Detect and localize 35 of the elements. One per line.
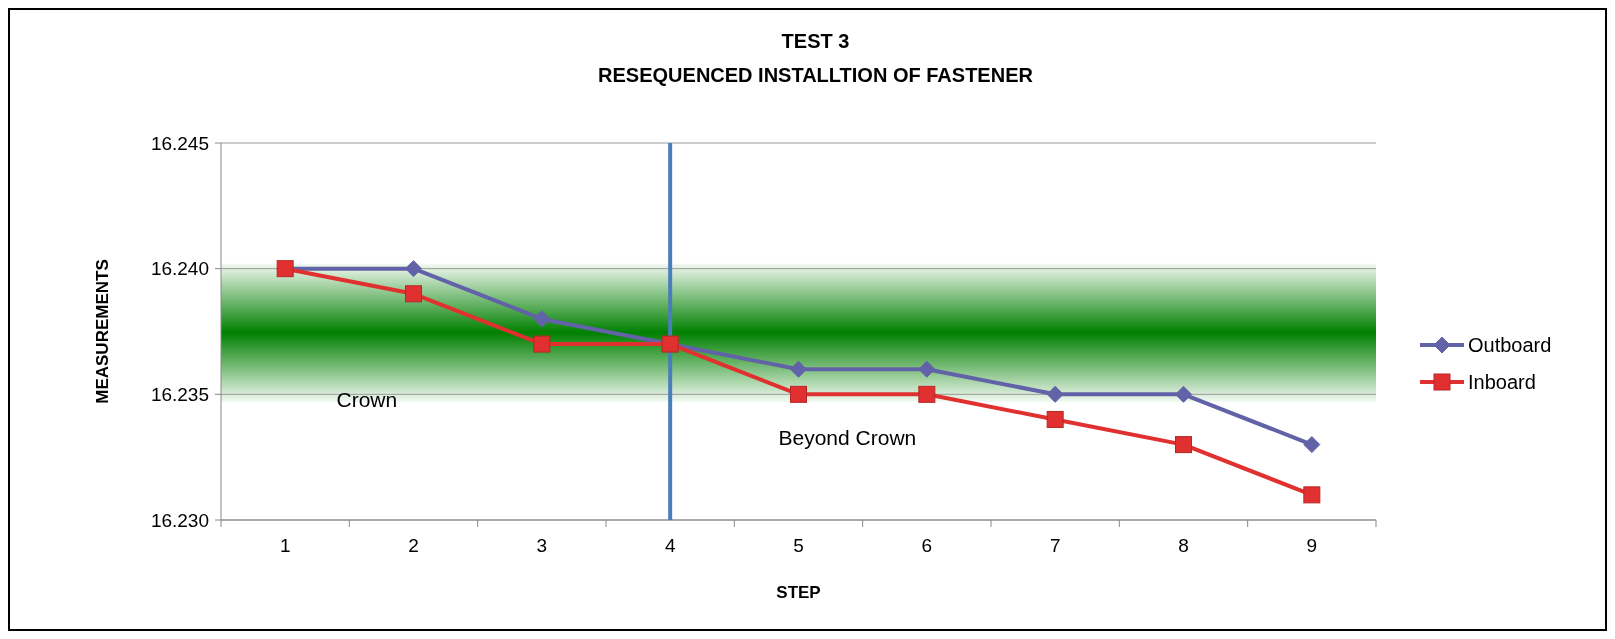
point [790, 385, 807, 403]
point [1046, 385, 1064, 403]
chart-title: TEST 3 [781, 30, 850, 52]
x-tick-label: 8 [1178, 535, 1189, 556]
x-tick-label: 5 [793, 535, 804, 556]
point [1175, 436, 1192, 454]
x-tick-label: 2 [408, 535, 419, 556]
point [918, 385, 936, 403]
point [533, 335, 551, 353]
x-tick-label: 7 [1049, 535, 1061, 556]
y-tick-label: 16.230 [150, 509, 209, 531]
point [1175, 385, 1192, 403]
legend-label: Outboard [1468, 334, 1552, 356]
point [1046, 410, 1064, 428]
point [405, 260, 422, 278]
x-axis-title: STEP [776, 583, 821, 602]
point [1303, 436, 1321, 454]
point [918, 360, 936, 378]
y-axis-title: MEASUREMENTS [93, 259, 112, 404]
y-tick-label: 16.240 [150, 258, 209, 280]
legend-label: Inboard [1468, 371, 1536, 393]
x-tick-label: 6 [921, 535, 933, 556]
y-tick-label: 16.235 [150, 383, 209, 405]
point [405, 285, 422, 303]
x-tick-label: 3 [536, 535, 548, 556]
x-tick-label: 1 [279, 535, 291, 556]
point [1303, 486, 1321, 504]
x-tick-label: 4 [664, 535, 676, 556]
annotation: Beyond Crown [778, 425, 917, 449]
point [533, 310, 551, 328]
annotation: Crown [336, 387, 398, 411]
chart-subtitle: RESEQUENCED INSTALLTION OF FASTENER [598, 64, 1034, 86]
y-tick-label: 16.245 [150, 132, 209, 154]
point [790, 360, 807, 378]
x-tick-label: 9 [1306, 535, 1318, 556]
